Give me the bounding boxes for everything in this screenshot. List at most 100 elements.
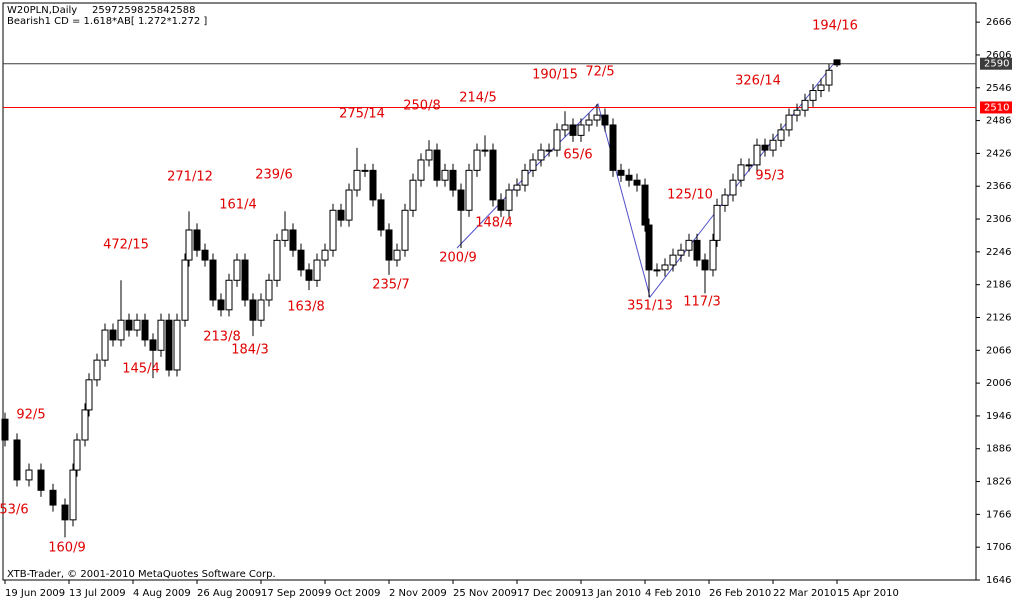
candle-body bbox=[833, 59, 841, 66]
candle-body bbox=[281, 229, 289, 241]
annotation: 125/10 bbox=[667, 188, 713, 203]
x-tick-label: 4 Feb 2010 bbox=[645, 588, 701, 599]
candle-body bbox=[693, 239, 701, 261]
candle-body bbox=[1, 418, 9, 441]
candle-body bbox=[785, 114, 793, 131]
candle-body bbox=[473, 149, 481, 171]
x-tick-label: 4 Aug 2009 bbox=[133, 588, 191, 599]
candle-body bbox=[273, 239, 281, 281]
x-tick-label: 19 Jun 2009 bbox=[5, 588, 65, 599]
annotation: 250/8 bbox=[403, 99, 440, 114]
x-tick-label: 13 Jul 2009 bbox=[69, 588, 126, 599]
candle-body bbox=[701, 259, 709, 271]
y-tick-label: 2066 bbox=[986, 345, 1011, 356]
candle-body bbox=[217, 299, 225, 311]
header-value: 2584 bbox=[144, 5, 169, 16]
x-tick-label: 26 Aug 2009 bbox=[197, 588, 261, 599]
x-tick-label: 17 Sep 2009 bbox=[261, 588, 324, 599]
candle-body bbox=[25, 469, 33, 481]
candle-body bbox=[265, 279, 273, 301]
candle-body bbox=[393, 249, 401, 261]
y-tick-label: 2246 bbox=[986, 247, 1011, 258]
candle-body bbox=[769, 139, 777, 151]
candle-body bbox=[753, 144, 761, 166]
candle-body bbox=[737, 164, 745, 181]
candle-body bbox=[241, 259, 249, 301]
y-tick-label: 1706 bbox=[986, 542, 1011, 553]
candle-body bbox=[193, 229, 201, 251]
indicator-label: Bearish1 CD = 1.618*AB[ 1.272*1.272 ] bbox=[7, 16, 207, 27]
candle-body bbox=[93, 359, 101, 381]
candle-body bbox=[133, 319, 141, 331]
level-label: 2510 bbox=[984, 102, 1009, 113]
candle-body bbox=[157, 319, 165, 351]
annotation: 65/6 bbox=[563, 148, 592, 163]
candle-body bbox=[165, 319, 173, 371]
level-label: 2590 bbox=[984, 59, 1009, 70]
annotation: 95/3 bbox=[755, 169, 784, 184]
candle-body bbox=[633, 179, 641, 186]
candle-body bbox=[297, 249, 305, 271]
plot-frame bbox=[2, 2, 977, 581]
candle-body bbox=[125, 319, 133, 331]
annotation: 92/5 bbox=[16, 408, 45, 423]
annotation: 275/14 bbox=[339, 107, 385, 122]
candle-body bbox=[669, 254, 677, 266]
candle-body bbox=[745, 164, 753, 167]
candle-body bbox=[777, 129, 785, 141]
header-value: 2597 bbox=[92, 5, 117, 16]
y-tick-label: 2126 bbox=[986, 312, 1011, 323]
annotation: 235/7 bbox=[372, 278, 409, 293]
candle-body bbox=[801, 99, 809, 111]
annotation: 117/3 bbox=[683, 295, 720, 310]
candle-body bbox=[609, 124, 617, 171]
candle-body bbox=[577, 124, 585, 136]
y-tick-label: 2546 bbox=[986, 83, 1011, 94]
candle-body bbox=[377, 199, 385, 231]
candle-body bbox=[585, 119, 593, 126]
candle-body bbox=[645, 224, 653, 271]
candle-body bbox=[257, 299, 265, 321]
candle-body bbox=[185, 229, 193, 261]
candle-body bbox=[385, 229, 393, 261]
candle-body bbox=[353, 169, 361, 191]
candle-body bbox=[345, 189, 353, 221]
y-tick-label: 2486 bbox=[986, 116, 1011, 127]
y-tick-label: 2366 bbox=[986, 181, 1011, 192]
annotation: 145/4 bbox=[122, 362, 159, 377]
candle-body bbox=[553, 129, 561, 151]
candle-body bbox=[521, 169, 529, 186]
candle-body bbox=[117, 319, 125, 341]
candle-body bbox=[37, 469, 45, 491]
annotation: 326/14 bbox=[735, 74, 781, 89]
y-tick-label: 1826 bbox=[986, 477, 1011, 488]
candle-body bbox=[481, 149, 489, 152]
annotation: 239/6 bbox=[255, 168, 292, 183]
candle-body bbox=[149, 339, 157, 351]
annotation: 148/4 bbox=[475, 216, 512, 231]
candle-body bbox=[641, 184, 649, 226]
candle-body bbox=[601, 114, 609, 126]
header-value: 2588 bbox=[170, 5, 195, 16]
candle-body bbox=[81, 409, 89, 441]
copyright: XTB-Trader, © 2001-2010 MetaQuotes Softw… bbox=[7, 569, 276, 580]
candle-body bbox=[513, 184, 521, 191]
candle-body bbox=[661, 264, 669, 271]
x-tick-label: 22 Mar 2010 bbox=[773, 588, 836, 599]
candle-body bbox=[225, 279, 233, 311]
x-tick-label: 17 Dec 2009 bbox=[517, 588, 581, 599]
candle-body bbox=[61, 504, 69, 521]
candle-body bbox=[505, 189, 513, 211]
candle-body bbox=[569, 124, 577, 136]
candle-body bbox=[209, 259, 217, 301]
y-tick-label: 1646 bbox=[986, 575, 1011, 586]
candle-body bbox=[425, 149, 433, 161]
candle-body bbox=[721, 194, 729, 206]
annotation: 184/3 bbox=[231, 343, 268, 358]
candle-body bbox=[685, 239, 693, 251]
candle-body bbox=[457, 189, 465, 211]
candle-body bbox=[369, 169, 377, 201]
chart-title: W20PLN,Daily bbox=[7, 5, 77, 16]
y-tick-label: 2306 bbox=[986, 214, 1011, 225]
